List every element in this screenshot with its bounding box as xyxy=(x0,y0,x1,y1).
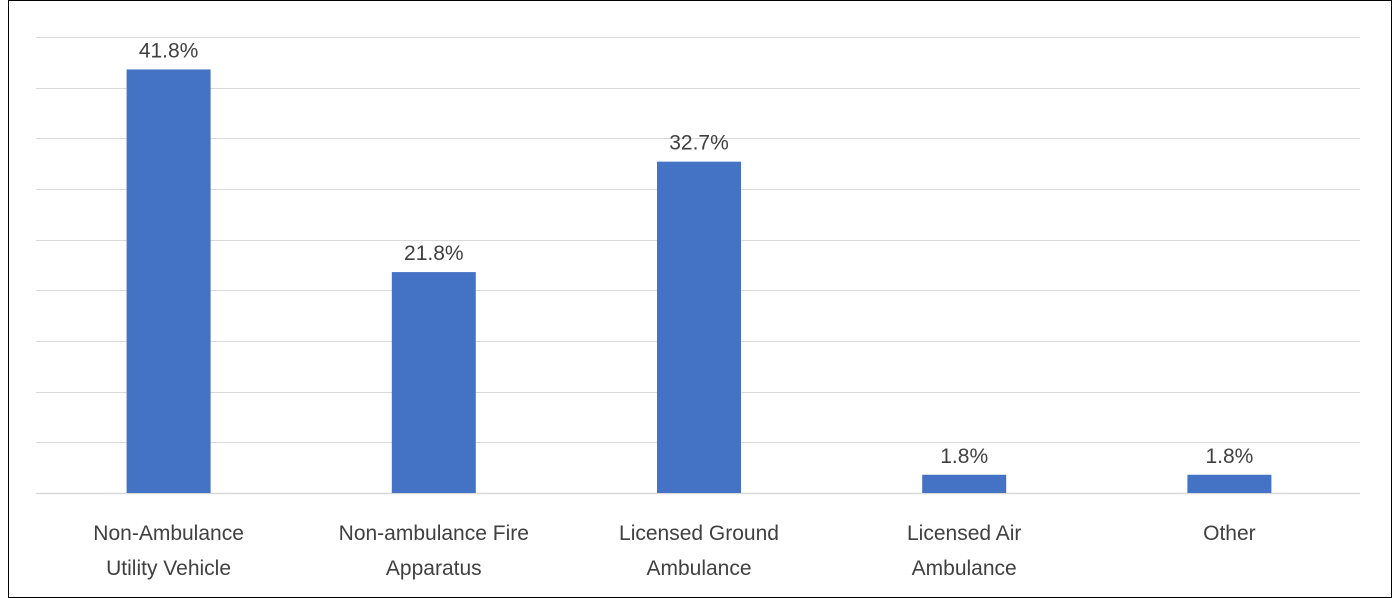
data-label: 41.8% xyxy=(139,39,199,62)
category-label: Other xyxy=(1203,522,1256,545)
data-label: 1.8% xyxy=(940,445,988,468)
category-label: Non-Ambulance Utility Vehicle xyxy=(93,522,244,580)
bar xyxy=(922,474,1007,493)
category-label-line: Licensed Air xyxy=(907,522,1021,545)
category-label: Licensed Ground Ambulance xyxy=(619,522,779,580)
category-label-line: Non-Ambulance xyxy=(93,522,244,545)
gridlines xyxy=(36,37,1360,495)
category-label: Non-ambulance Fire Apparatus xyxy=(339,522,529,580)
category-labels: Non-Ambulance Utility Vehicle Non-ambulanc… xyxy=(93,522,1255,580)
category-label-line: Non-ambulance Fire xyxy=(339,522,529,545)
category-label-line: Ambulance xyxy=(912,557,1017,580)
value-labels: 41.8% 21.8% 32.7% 1.8% 1.8% xyxy=(139,39,1254,467)
data-label: 32.7% xyxy=(669,132,729,155)
bar xyxy=(1187,474,1272,493)
category-label-line: Ambulance xyxy=(646,557,751,580)
category-label: Licensed Air Ambulance xyxy=(907,522,1021,580)
category-label-line: Apparatus xyxy=(386,557,482,580)
bar xyxy=(657,161,741,493)
data-label: 1.8% xyxy=(1205,445,1253,468)
bar xyxy=(126,69,211,493)
category-label-line: Licensed Ground xyxy=(619,522,779,545)
bars xyxy=(126,69,1272,493)
bar xyxy=(391,272,476,493)
category-label-line: Other xyxy=(1203,522,1256,545)
category-label-line: Utility Vehicle xyxy=(106,557,231,580)
data-label: 21.8% xyxy=(404,242,464,265)
